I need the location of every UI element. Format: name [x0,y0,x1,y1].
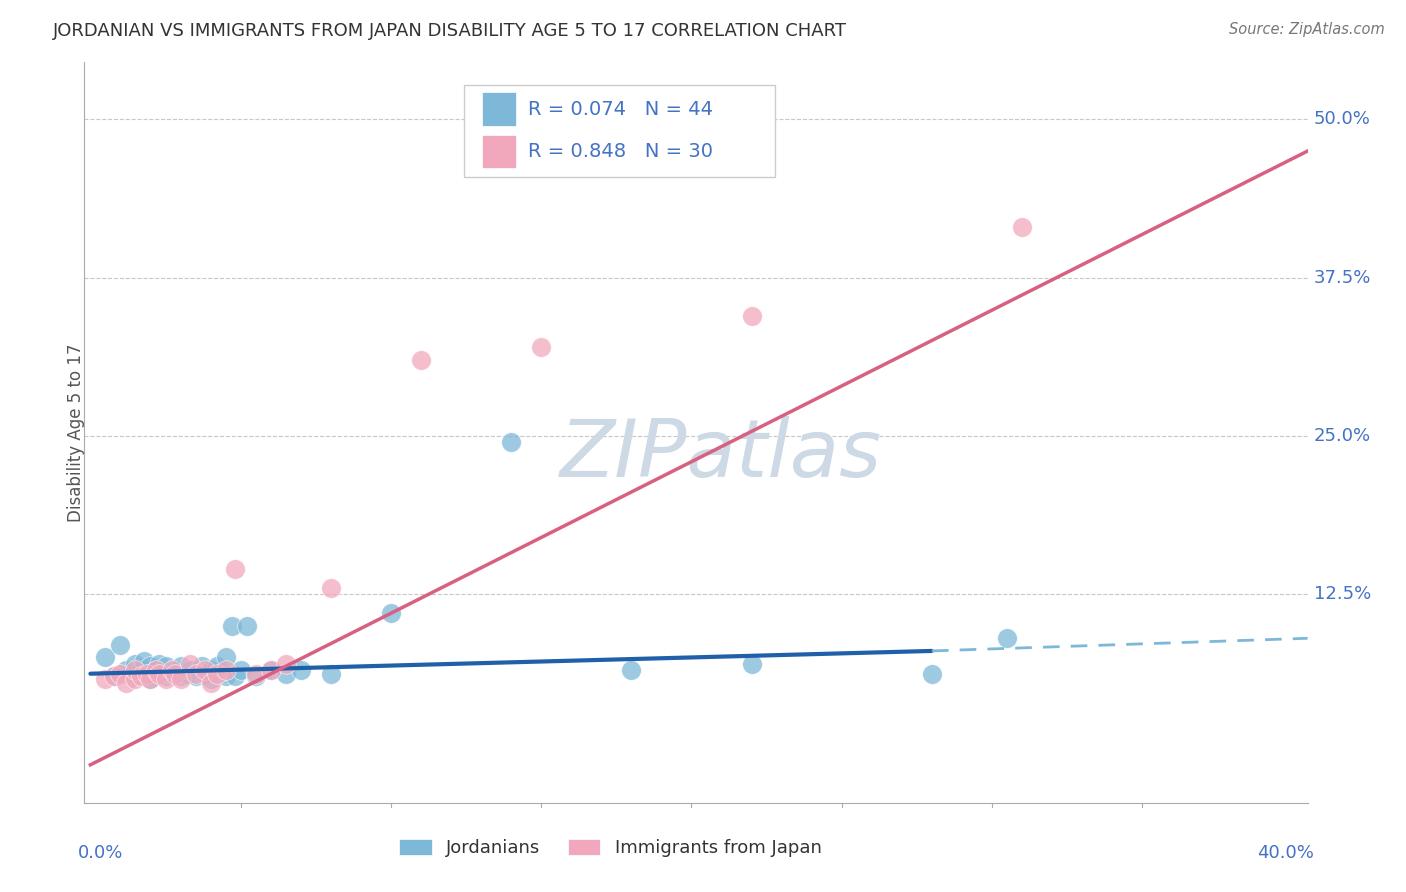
Point [229,663,252,677]
Point [169,669,191,683]
Point [155,672,177,686]
Text: 40.0%: 40.0% [1257,844,1313,862]
Point [184,666,207,681]
Point [409,352,432,367]
Point [139,672,162,686]
Point [136,666,159,681]
Bar [482,93,516,126]
Point [139,672,162,686]
Point [124,669,146,683]
Point [260,663,283,677]
Legend: Jordanians, Immigrants from Japan: Jordanians, Immigrants from Japan [392,831,828,864]
Point [290,663,312,677]
Point [200,672,222,686]
Point [163,666,186,681]
Point [155,659,177,673]
Point [179,657,201,671]
Point [224,562,246,576]
FancyBboxPatch shape [464,85,776,178]
Text: JORDANIAN VS IMMIGRANTS FROM JAPAN DISABILITY AGE 5 TO 17 CORRELATION CHART: JORDANIAN VS IMMIGRANTS FROM JAPAN DISAB… [53,22,848,40]
Point [124,657,146,671]
Point [620,663,643,677]
Point [110,638,132,652]
Point [921,666,943,681]
Text: 37.5%: 37.5% [1313,268,1371,286]
Point [124,663,146,677]
Point [139,659,162,673]
Point [221,618,243,632]
Point [115,675,138,690]
Point [205,659,228,673]
Y-axis label: Disability Age 5 to 17: Disability Age 5 to 17 [67,343,84,522]
Point [741,309,763,323]
Point [245,669,267,683]
Point [134,654,156,668]
Text: R = 0.848   N = 30: R = 0.848 N = 30 [529,142,713,161]
Text: 25.0%: 25.0% [1313,426,1371,445]
Point [169,672,191,686]
Point [319,666,342,681]
Point [94,650,117,665]
Point [274,657,297,671]
Text: 50.0%: 50.0% [1313,111,1371,128]
Point [200,663,222,677]
Point [194,666,217,681]
Point [260,663,283,677]
Point [380,606,402,620]
Point [224,669,246,683]
Text: R = 0.074   N = 44: R = 0.074 N = 44 [529,100,713,119]
Point [190,659,212,673]
Point [110,666,132,681]
Point [235,618,257,632]
Point [103,669,125,683]
Point [501,435,523,450]
Point [103,669,125,683]
Point [131,669,153,683]
Point [214,669,236,683]
Text: ZIPatlas: ZIPatlas [560,416,882,494]
Point [148,666,170,681]
Text: Source: ZipAtlas.com: Source: ZipAtlas.com [1229,22,1385,37]
Point [155,669,177,683]
Point [995,632,1018,646]
Point [145,663,167,677]
Point [176,666,198,681]
Point [214,663,236,677]
Point [145,663,167,677]
Point [148,657,170,671]
Bar [482,135,516,168]
Point [160,663,183,677]
Point [169,659,191,673]
Point [741,657,763,671]
Point [319,581,342,595]
Point [1011,219,1033,234]
Text: 12.5%: 12.5% [1313,585,1371,603]
Point [194,663,217,677]
Point [274,666,297,681]
Point [124,672,146,686]
Point [184,669,207,683]
Point [160,666,183,681]
Point [163,663,186,677]
Text: 0.0%: 0.0% [79,844,124,862]
Point [205,666,228,681]
Point [94,672,117,686]
Point [136,666,159,681]
Point [131,663,153,677]
Point [245,666,267,681]
Point [115,663,138,677]
Point [179,663,201,677]
Point [200,675,222,690]
Point [530,340,553,354]
Point [214,650,236,665]
